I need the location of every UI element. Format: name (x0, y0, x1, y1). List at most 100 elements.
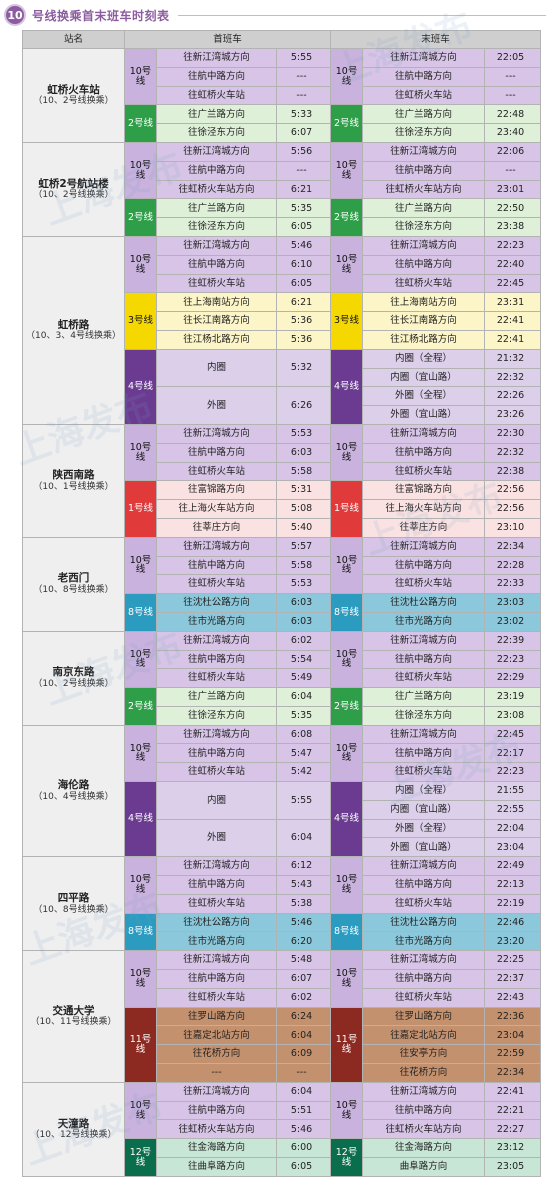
first-train-time: 6:03 (275, 611, 332, 632)
first-train-direction: 往新江湾城方向 (156, 141, 277, 162)
first-train-time: 6:03 (275, 593, 332, 613)
last-train-direction: 曲阜路方向 (362, 1157, 486, 1177)
station-name: 陕西南路 (52, 469, 95, 482)
last-train-direction: 往虹桥火车站 (362, 762, 486, 783)
station-name: 虹桥路 (57, 318, 90, 331)
first-train-time: 5:49 (275, 668, 332, 689)
first-train-direction: 往航中路方向 (156, 649, 277, 670)
first-train-time: 5:55 (275, 48, 332, 68)
last-train-time: 22:56 (484, 480, 542, 501)
table-row: 往市光路方向 6:03 往市光路方向 23:02 (23, 611, 542, 632)
line-badge-last: 1号线 (330, 480, 364, 538)
line-badge-first: 10号线 (124, 141, 157, 200)
first-train-time: 6:12 (275, 856, 332, 877)
station-transfer-note: （10、1号线换乘） (33, 481, 114, 492)
station-name: 虹桥火车站 (47, 83, 100, 96)
first-train-direction: 往新江湾城方向 (156, 48, 277, 68)
line-badge-first: 10号线 (124, 235, 157, 294)
last-train-time: 23:04 (484, 1025, 542, 1046)
line-badge-last: 3号线 (330, 292, 364, 350)
first-train-direction: 往新江湾城方向 (156, 1081, 277, 1102)
first-train-time: --- (275, 66, 332, 87)
first-train-direction: 往新江湾城方向 (156, 235, 277, 256)
line-badge-last: 10号线 (330, 141, 364, 200)
table-row: 往花桥方向 6:09 往安亭方向 22:59 (23, 1044, 542, 1065)
first-train-time: 5:54 (275, 649, 332, 670)
header-last-train: 末班车 (330, 30, 542, 49)
last-train-direction: 往虹桥火车站 (362, 574, 486, 595)
first-train-time: 6:07 (275, 969, 332, 989)
line-badge-first: 1号线 (124, 480, 157, 538)
last-train-time: 22:23 (484, 649, 542, 670)
table-row: 往嘉定北站方向 6:04 往嘉定北站方向 23:04 (23, 1025, 542, 1046)
station-transfer-note: （10、12号线换乘） (30, 1130, 117, 1141)
first-train-direction: 往虹桥火车站 (156, 893, 277, 914)
last-train-direction: 外圈（宜山路） (362, 405, 486, 425)
last-train-direction: 往江杨北路方向 (362, 329, 486, 350)
table-row: 往航中路方向 --- 往航中路方向 --- (23, 160, 542, 181)
first-train-time: 6:09 (275, 1044, 332, 1065)
line-badge-last: 2号线 (330, 104, 364, 143)
station-transfer-note: （10、3、4号线换乘） (26, 331, 121, 342)
last-train-time: 22:41 (484, 311, 542, 331)
last-train-direction: 往市光路方向 (362, 611, 486, 632)
first-train-direction: 往航中路方向 (156, 969, 277, 989)
last-train-direction: 往虹桥火车站方向 (362, 1119, 486, 1140)
first-train-time: --- (275, 160, 332, 181)
last-train-time: 23:05 (484, 1157, 542, 1177)
last-train-direction: 往罗山路方向 (362, 1006, 486, 1027)
table-row: 南京东路 （10、2号线换乘） 10号线 往新江湾城方向 6:02 10号线 往新江湾城方向… (22, 630, 542, 726)
first-train-direction: 往上海南站方向 (156, 292, 277, 313)
first-train-direction: 往航中路方向 (156, 1100, 277, 1121)
last-train-direction: 往上海南站方向 (362, 292, 486, 313)
table-row: 往虹桥火车站 --- 往虹桥火车站 --- (23, 85, 542, 106)
line-badge-first: 2号线 (124, 104, 157, 143)
table-row: 往虹桥火车站方向 6:21 往虹桥火车站方向 23:01 (23, 179, 542, 200)
table-row: 往上海火车站方向 5:08 往上海火车站方向 22:56 (23, 499, 542, 519)
line-badge-last: 10号线 (330, 856, 364, 914)
station-name: 海伦路 (57, 779, 90, 792)
line-badge-last: 4号线 (330, 348, 364, 425)
station-transfer-note: （10、8号线换乘） (33, 584, 114, 595)
first-train-direction: 往金海路方向 (156, 1138, 277, 1159)
station-cell: 陕西南路 （10、1号线换乘） (22, 423, 125, 538)
last-train-time: 22:39 (484, 630, 542, 651)
station-name: 老西门 (57, 572, 90, 585)
table-row: 外圈 6:26 外圈（全程） 22:26 (23, 386, 542, 425)
last-train-time: 22:38 (484, 461, 542, 482)
last-train-direction: 往莘庄方向 (362, 517, 486, 538)
table-row: 外圈（宜山路） 23:04 (23, 837, 542, 858)
first-train-direction: 往徐泾东方向 (156, 705, 277, 726)
last-train-direction: 外圈（全程） (362, 386, 486, 407)
first-train-time: --- (275, 85, 332, 106)
table-row: 外圈（宜山路） 23:26 (23, 405, 542, 425)
first-train-time: 6:04 (275, 687, 332, 707)
last-train-direction: 往航中路方向 (362, 1100, 486, 1121)
first-train-time: 5:35 (275, 705, 332, 726)
last-train-direction: 往新江湾城方向 (362, 856, 486, 877)
first-train-direction: 往航中路方向 (156, 743, 277, 764)
first-train-direction: 往航中路方向 (156, 254, 277, 275)
station-transfer-note: （10、2号线换乘） (33, 678, 114, 689)
last-train-direction: 往新江湾城方向 (362, 536, 486, 557)
last-train-direction: 往航中路方向 (362, 743, 486, 764)
first-train-time: 5:46 (275, 235, 332, 256)
first-train-direction: 往虹桥火车站 (156, 762, 277, 783)
last-train-time: 22:23 (484, 235, 542, 256)
first-train-direction: 往虹桥火车站 (156, 85, 277, 106)
last-train-direction: 往新江湾城方向 (362, 1081, 486, 1102)
first-train-time: 6:02 (275, 987, 332, 1008)
first-train-direction: 往莘庄方向 (156, 517, 277, 538)
line-badge-first: 11号线 (124, 1006, 157, 1083)
table-row: 8号线 往沈杜公路方向 5:46 8号线 往沈杜公路方向 22:46 (23, 912, 542, 952)
first-train-direction: 往航中路方向 (156, 160, 277, 181)
first-train-direction: 往虹桥火车站方向 (156, 1119, 277, 1140)
last-train-direction: 往新江湾城方向 (362, 48, 486, 68)
first-train-time: 6:04 (275, 1025, 332, 1046)
first-train-direction: 往罗山路方向 (156, 1006, 277, 1027)
last-train-direction: 往虹桥火车站 (362, 893, 486, 914)
last-train-time: 22:32 (484, 442, 542, 463)
last-train-time: 23:04 (484, 837, 542, 858)
first-train-time: 5:58 (275, 555, 332, 576)
title-divider (177, 14, 546, 16)
